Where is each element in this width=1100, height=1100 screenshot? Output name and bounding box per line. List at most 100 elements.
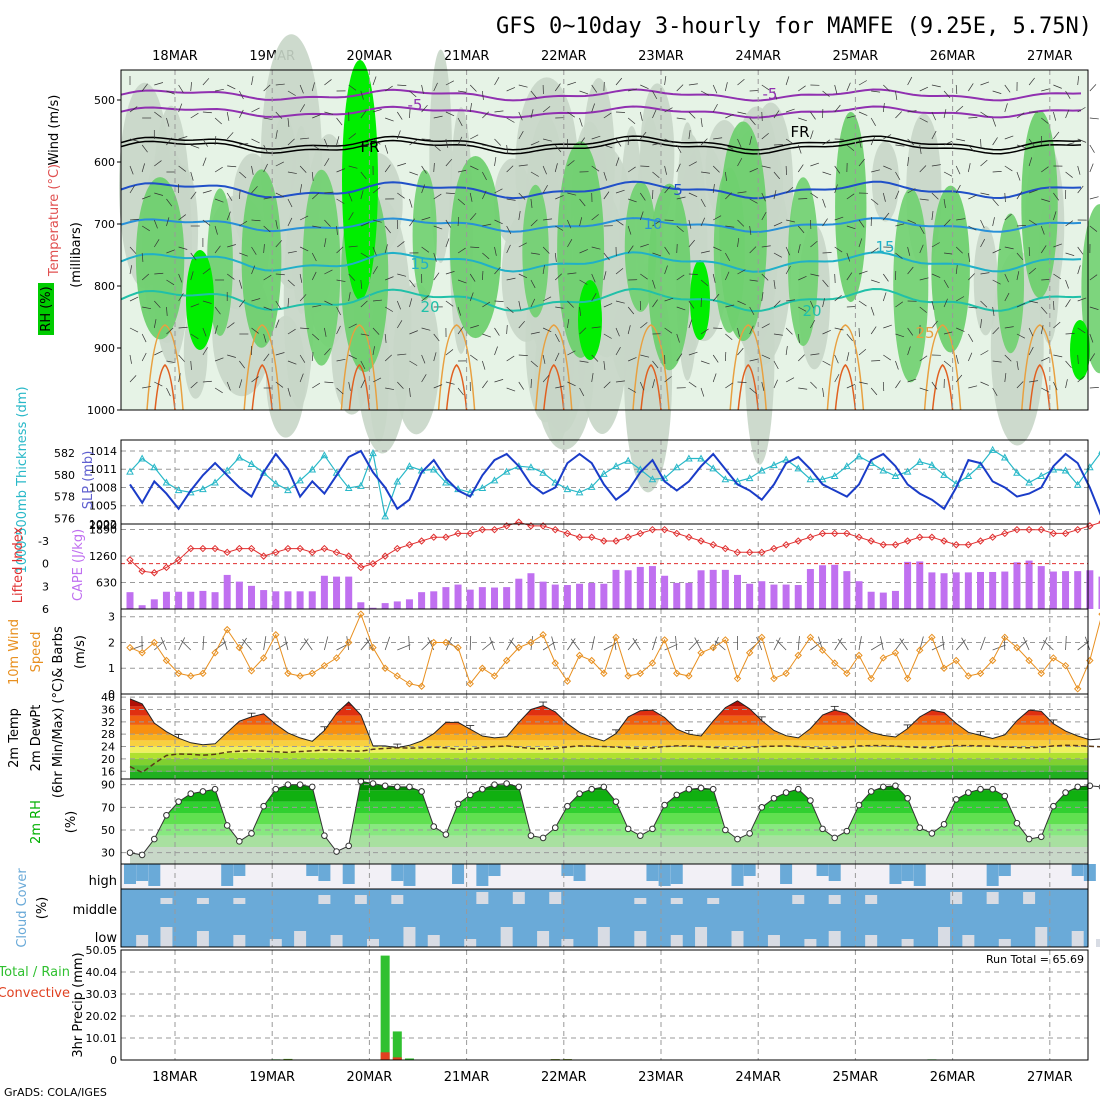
wind-barb [494, 266, 501, 275]
wind-barb [251, 327, 259, 334]
wind-barb [931, 273, 941, 278]
cape-bar [1098, 576, 1100, 609]
wind-barb [895, 380, 901, 389]
wind-barb [312, 144, 321, 150]
wind-barb [882, 103, 885, 113]
lifted-index-point [1049, 529, 1058, 538]
wind-barb [397, 381, 404, 389]
wind-barb [348, 133, 357, 140]
wind-barb [980, 319, 982, 329]
wind-barb [506, 144, 509, 154]
rh2m-point [637, 832, 644, 839]
wind-speed-point [442, 638, 450, 647]
wind-barb [457, 247, 466, 254]
date-label-bottom: 19MAR [249, 1070, 295, 1085]
wind-barb [360, 171, 367, 180]
wind-barb [518, 111, 523, 121]
wind-barb [603, 171, 607, 181]
wind-barb [1053, 381, 1058, 391]
wind-barb [1016, 271, 1020, 281]
wind-barb [141, 225, 150, 232]
wind-barb [141, 163, 145, 173]
lifted-index-point [502, 522, 511, 530]
wind-barb [421, 246, 430, 253]
cape-bar [491, 587, 498, 609]
surface-wind-barb [324, 636, 329, 651]
wind-barb [1065, 142, 1075, 146]
wind-barb [1077, 265, 1081, 275]
wind-barb [834, 354, 839, 364]
surface-wind-barb [1077, 641, 1089, 651]
lifted-index-point [782, 541, 790, 549]
cloud-low-gap [767, 935, 780, 947]
lifted-index-point [211, 544, 219, 553]
wind-barb [834, 104, 841, 113]
thickness-data-point [940, 470, 948, 478]
wind-barb [482, 380, 488, 389]
wind-barb [1077, 107, 1086, 113]
cloud-high-cell [1071, 864, 1084, 876]
wind-barb [202, 78, 210, 86]
wind-barb [676, 274, 685, 281]
wind-barb [506, 355, 515, 362]
wind-barb [1004, 84, 1011, 93]
wind-barb [591, 214, 599, 221]
thickness-data-point [405, 462, 414, 470]
date-label-top: 20MAR [347, 49, 393, 64]
wind-barb [846, 384, 856, 389]
wind-barb [542, 296, 552, 302]
wind-barb [700, 360, 710, 365]
wind-barb [797, 225, 805, 234]
wind-barb [919, 387, 929, 392]
wind-barb [190, 252, 197, 261]
rh-contour-bright [186, 250, 214, 350]
wind-barb [263, 163, 268, 173]
rh2m-point [357, 777, 365, 785]
lifted-index-point [855, 533, 863, 541]
wind-barb [324, 348, 331, 356]
lifted-index-point [988, 533, 997, 541]
wind-barb [591, 84, 598, 93]
wind-speed-point [587, 656, 596, 665]
wind-barb [263, 225, 271, 233]
wind-barb [518, 192, 526, 200]
wind-barb [834, 184, 838, 194]
cape-bar [964, 572, 972, 609]
wind-barb [226, 132, 234, 140]
wind-barb [263, 333, 267, 343]
wind-barb [968, 117, 978, 119]
rh-color-band [130, 813, 1088, 825]
wind-barb [372, 299, 382, 302]
temp-contour-hot [445, 364, 468, 411]
wind-barb [299, 294, 307, 302]
wind-barb [166, 217, 170, 227]
wind-tick-label: 2 [108, 636, 115, 649]
contour-label: -5 [408, 96, 423, 114]
wind-barb [992, 387, 998, 396]
temp-contour-warm [826, 324, 865, 411]
thickness-data-point [1037, 471, 1046, 479]
wind-barb [1089, 117, 1099, 120]
wind-barb [506, 244, 511, 254]
wind-barb [287, 387, 291, 397]
thickness-data-point [1000, 453, 1009, 461]
wind-barb [931, 300, 935, 310]
wind-barb [931, 111, 937, 121]
wind-barb [421, 295, 429, 302]
thickness-data-point [915, 457, 924, 465]
wind-barb [518, 164, 528, 167]
wind-barb [822, 198, 826, 208]
wind-barb [567, 272, 577, 275]
contour-label: 25 [915, 324, 934, 342]
wind-barb [688, 351, 698, 356]
wind-barb [409, 387, 411, 397]
wind-barb [542, 165, 547, 175]
surface-wind-barb [632, 637, 641, 651]
wind-barb [311, 252, 317, 262]
wind-barb [968, 385, 978, 389]
wind-barb [1077, 246, 1084, 255]
wind-barb [895, 171, 901, 180]
cape-bar [248, 585, 255, 609]
wind-barb [1004, 135, 1014, 140]
wind-barb [494, 300, 504, 302]
